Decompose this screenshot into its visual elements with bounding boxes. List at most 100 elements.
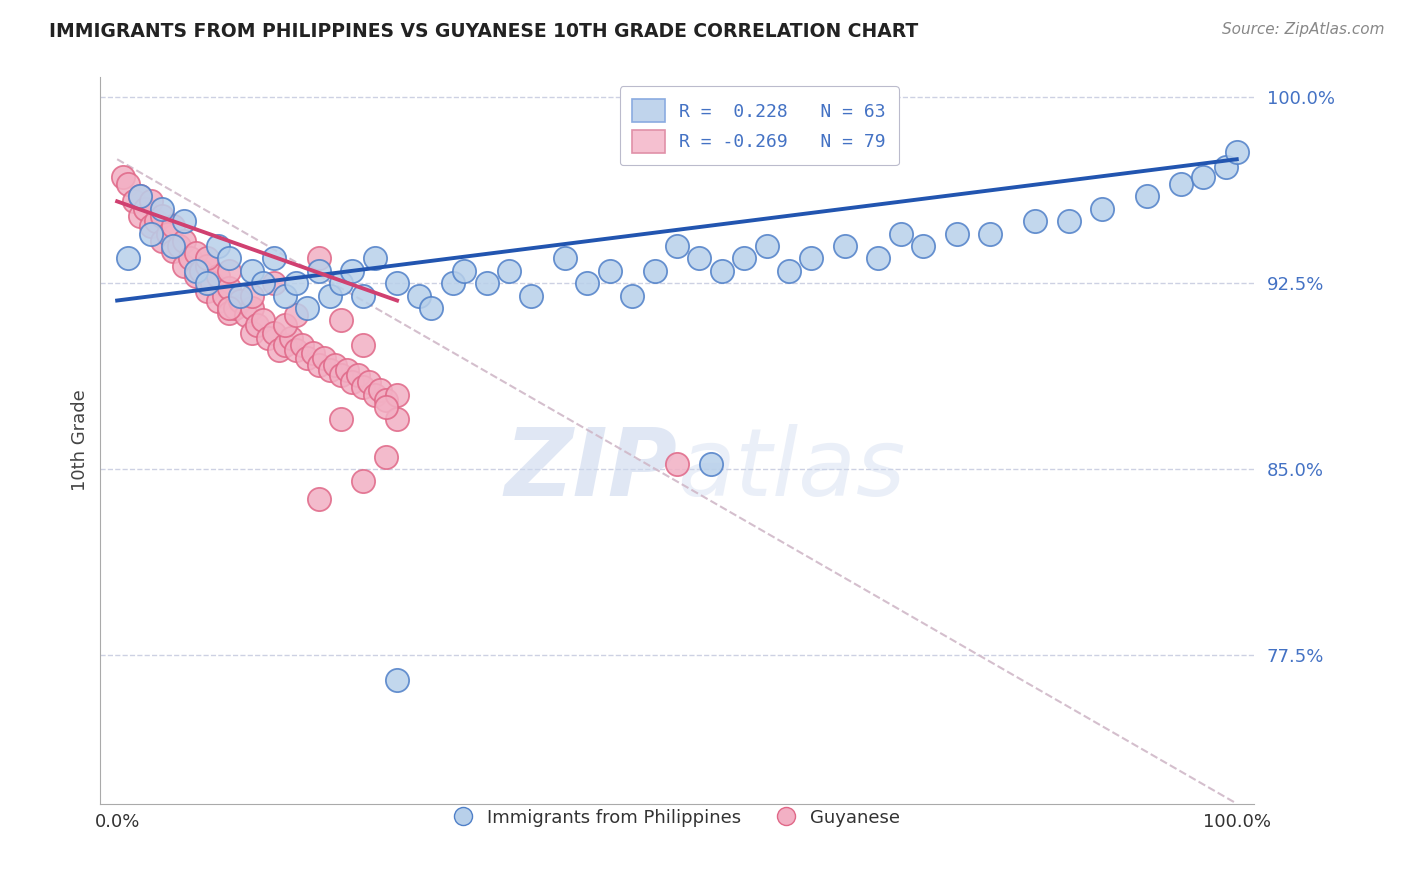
Point: [285, 309, 308, 323]
Point: [252, 276, 274, 290]
Point: [699, 457, 721, 471]
Point: [274, 288, 297, 302]
Point: [1226, 145, 1249, 159]
Point: [385, 387, 408, 401]
Point: [246, 318, 269, 333]
Point: [520, 288, 543, 302]
Point: [139, 227, 162, 241]
Point: [374, 400, 396, 414]
Point: [385, 412, 408, 426]
Point: [173, 234, 195, 248]
Point: [207, 293, 229, 308]
Point: [319, 288, 342, 302]
Point: [184, 246, 207, 260]
Point: [1057, 214, 1080, 228]
Point: [665, 239, 688, 253]
Point: [257, 331, 280, 345]
Text: Source: ZipAtlas.com: Source: ZipAtlas.com: [1222, 22, 1385, 37]
Point: [374, 450, 396, 464]
Point: [554, 252, 576, 266]
Text: ZIP: ZIP: [505, 424, 676, 516]
Point: [240, 288, 263, 302]
Point: [353, 380, 375, 394]
Point: [269, 343, 291, 357]
Point: [868, 252, 890, 266]
Point: [336, 363, 359, 377]
Point: [342, 264, 364, 278]
Point: [195, 276, 218, 290]
Point: [179, 252, 201, 266]
Point: [218, 306, 240, 320]
Point: [280, 331, 302, 345]
Point: [173, 214, 195, 228]
Point: [274, 318, 297, 333]
Point: [122, 194, 145, 209]
Point: [263, 326, 285, 340]
Point: [150, 209, 173, 223]
Point: [207, 268, 229, 283]
Point: [252, 313, 274, 327]
Point: [285, 276, 308, 290]
Point: [363, 252, 385, 266]
Point: [353, 338, 375, 352]
Point: [1215, 160, 1237, 174]
Point: [162, 244, 184, 258]
Point: [385, 673, 408, 687]
Point: [240, 326, 263, 340]
Point: [308, 491, 330, 506]
Point: [912, 239, 935, 253]
Point: [330, 412, 353, 426]
Point: [576, 276, 599, 290]
Point: [297, 301, 319, 315]
Point: [229, 293, 252, 308]
Point: [201, 276, 224, 290]
Point: [363, 387, 385, 401]
Point: [235, 309, 257, 323]
Point: [150, 202, 173, 216]
Point: [755, 239, 778, 253]
Point: [162, 219, 184, 234]
Point: [145, 214, 167, 228]
Point: [475, 276, 498, 290]
Point: [184, 264, 207, 278]
Point: [834, 239, 856, 253]
Legend: Immigrants from Philippines, Guyanese: Immigrants from Philippines, Guyanese: [447, 801, 907, 835]
Point: [195, 284, 218, 298]
Point: [665, 457, 688, 471]
Point: [190, 264, 212, 278]
Point: [357, 376, 380, 390]
Point: [308, 358, 330, 372]
Point: [1136, 189, 1159, 203]
Point: [285, 343, 308, 357]
Point: [890, 227, 912, 241]
Point: [408, 288, 430, 302]
Point: [218, 301, 240, 315]
Point: [644, 264, 666, 278]
Point: [1170, 177, 1192, 191]
Text: IMMIGRANTS FROM PHILIPPINES VS GUYANESE 10TH GRADE CORRELATION CHART: IMMIGRANTS FROM PHILIPPINES VS GUYANESE …: [49, 22, 918, 41]
Point: [325, 358, 347, 372]
Point: [302, 345, 325, 359]
Point: [314, 351, 336, 365]
Point: [308, 264, 330, 278]
Point: [128, 189, 150, 203]
Point: [134, 202, 156, 216]
Point: [599, 264, 621, 278]
Point: [162, 239, 184, 253]
Point: [319, 363, 342, 377]
Point: [621, 288, 644, 302]
Point: [330, 368, 353, 382]
Point: [441, 276, 464, 290]
Point: [385, 276, 408, 290]
Point: [218, 281, 240, 295]
Point: [212, 288, 235, 302]
Point: [240, 264, 263, 278]
Point: [117, 252, 139, 266]
Point: [1091, 202, 1114, 216]
Point: [498, 264, 520, 278]
Point: [274, 338, 297, 352]
Y-axis label: 10th Grade: 10th Grade: [72, 390, 89, 491]
Point: [347, 368, 370, 382]
Point: [167, 239, 190, 253]
Point: [184, 268, 207, 283]
